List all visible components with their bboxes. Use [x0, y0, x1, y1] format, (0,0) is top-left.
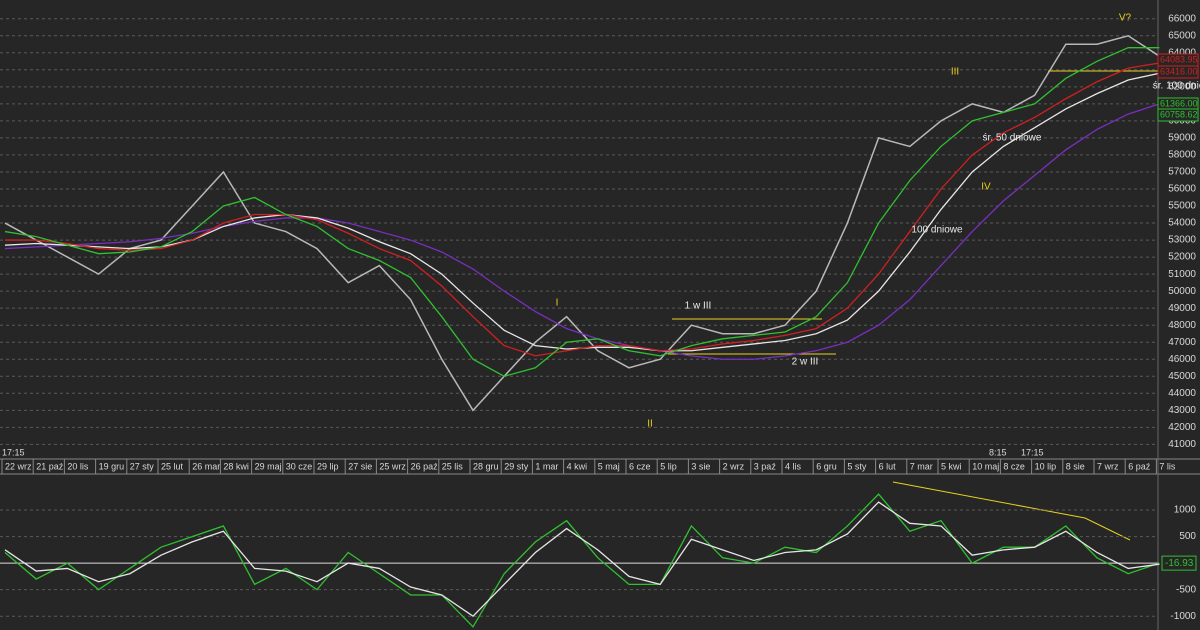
y-tick-label: 62000	[1168, 81, 1196, 92]
y-tick-label: 47000	[1168, 337, 1196, 348]
x-tick-label: 28 gru	[473, 461, 499, 471]
y-tick-label: 56000	[1168, 184, 1196, 195]
y-tick-label: 42000	[1168, 422, 1196, 433]
time-label: 8:15	[989, 447, 1007, 457]
x-tick-label: 5 kwi	[941, 461, 962, 471]
annotation: śr. 50 dniowe	[983, 133, 1042, 144]
y-tick-label: 53000	[1168, 235, 1196, 246]
annotation: 2 w III	[792, 357, 819, 368]
x-tick-label: 5 sty	[847, 461, 867, 471]
annotation: śr. 100 dniowe	[1153, 81, 1200, 92]
value-box-label: 60758.62	[1160, 109, 1198, 119]
x-tick-label: 29 sty	[504, 461, 529, 471]
y-tick-label: 44000	[1168, 388, 1196, 399]
x-tick-label: 3 paź	[754, 461, 777, 471]
y-tick-label: 64000	[1168, 47, 1196, 58]
y-tick-label: 41000	[1168, 439, 1196, 450]
x-tick-label: 4 lis	[785, 461, 802, 471]
x-tick-label: 22 wrz	[5, 461, 32, 471]
y-tick-label: 500	[1179, 531, 1196, 542]
y-tick-label: 66000	[1168, 13, 1196, 24]
annotation: III	[951, 67, 959, 78]
x-tick-label: 20 lis	[67, 461, 89, 471]
annotation: IV	[981, 182, 991, 193]
y-tick-label: 50000	[1168, 286, 1196, 297]
series-line	[4, 501, 1160, 618]
y-tick-label: -1000	[1170, 611, 1196, 622]
value-box	[1157, 65, 1199, 79]
x-tick-label: 26 paź	[411, 461, 439, 471]
x-tick-label: 6 paź	[1128, 461, 1151, 471]
value-box	[1161, 555, 1197, 571]
time-label: 17:15	[2, 447, 25, 457]
x-tick-label: 26 mar	[192, 461, 220, 471]
x-tick-label: 3 sie	[691, 461, 710, 471]
x-tick-label: 7 mar	[910, 461, 933, 471]
y-tick-label: 46000	[1168, 354, 1196, 365]
annotation: I	[556, 298, 559, 309]
x-tick-label: 30 cze	[286, 461, 313, 471]
y-tick-label: 54000	[1168, 218, 1196, 229]
y-tick-label: -500	[1176, 584, 1196, 595]
x-tick-label: 6 lut	[879, 461, 897, 471]
x-tick-label: 5 maj	[598, 461, 620, 471]
annotation: 100 dniowe	[911, 225, 963, 236]
value-box	[1157, 108, 1199, 122]
y-tick-label: 57000	[1168, 167, 1196, 178]
x-tick-label: 28 kwi	[223, 461, 249, 471]
annotation: II	[647, 419, 653, 430]
value-box-label: 64083.95	[1160, 54, 1198, 64]
x-tick-label: 8 cze	[1003, 461, 1025, 471]
y-tick-label: 45000	[1168, 371, 1196, 382]
x-tick-label: 1 mar	[535, 461, 558, 471]
y-tick-label: 51000	[1168, 269, 1196, 280]
trend-line	[892, 481, 1131, 541]
y-tick-label: 48000	[1168, 320, 1196, 331]
y-tick-label: 1000	[1174, 505, 1197, 516]
x-tick-label: 7 lis	[1159, 461, 1176, 471]
time-label: 17:15	[1021, 447, 1044, 457]
value-box-label: 61366.00	[1160, 98, 1198, 108]
y-tick-label: 52000	[1168, 252, 1196, 263]
series-line	[4, 47, 1160, 377]
annotation: 1 w III	[685, 301, 712, 312]
x-tick-label: 29 maj	[255, 461, 282, 471]
x-tick-label: 27 sty	[130, 461, 155, 471]
x-tick-label: 4 kwi	[567, 461, 588, 471]
x-tick-label: 21 paź	[36, 461, 64, 471]
x-tick-label: 2 wrz	[723, 461, 745, 471]
x-tick-label: 7 wrz	[1097, 461, 1119, 471]
last-value: -16.93	[1165, 558, 1194, 569]
value-box-label: 63416.00	[1160, 66, 1198, 76]
series-line	[4, 103, 1160, 360]
annotation: V?	[1119, 13, 1132, 24]
y-tick-label: 43000	[1168, 405, 1196, 416]
x-tick-label: 25 lut	[161, 461, 184, 471]
y-tick-label: 49000	[1168, 303, 1196, 314]
x-tick-label: 5 lip	[660, 461, 677, 471]
y-tick-label: 58000	[1168, 150, 1196, 161]
x-tick-label: 25 wrz	[379, 461, 406, 471]
x-tick-label: 10 lip	[1035, 461, 1057, 471]
x-tick-label: 6 gru	[816, 461, 837, 471]
x-tick-label: 29 lip	[317, 461, 339, 471]
series-line	[5, 62, 1160, 357]
x-tick-label: 19 gru	[99, 461, 125, 471]
y-tick-label: 65000	[1168, 30, 1196, 41]
y-tick-label: 59000	[1168, 133, 1196, 144]
x-tick-label: 25 lis	[442, 461, 464, 471]
x-tick-label: 6 cze	[629, 461, 651, 471]
x-tick-label: 10 maj	[972, 461, 999, 471]
y-tick-label: 55000	[1168, 201, 1196, 212]
x-tick-label: 27 sie	[348, 461, 372, 471]
x-tick-label: 8 sie	[1066, 461, 1085, 471]
